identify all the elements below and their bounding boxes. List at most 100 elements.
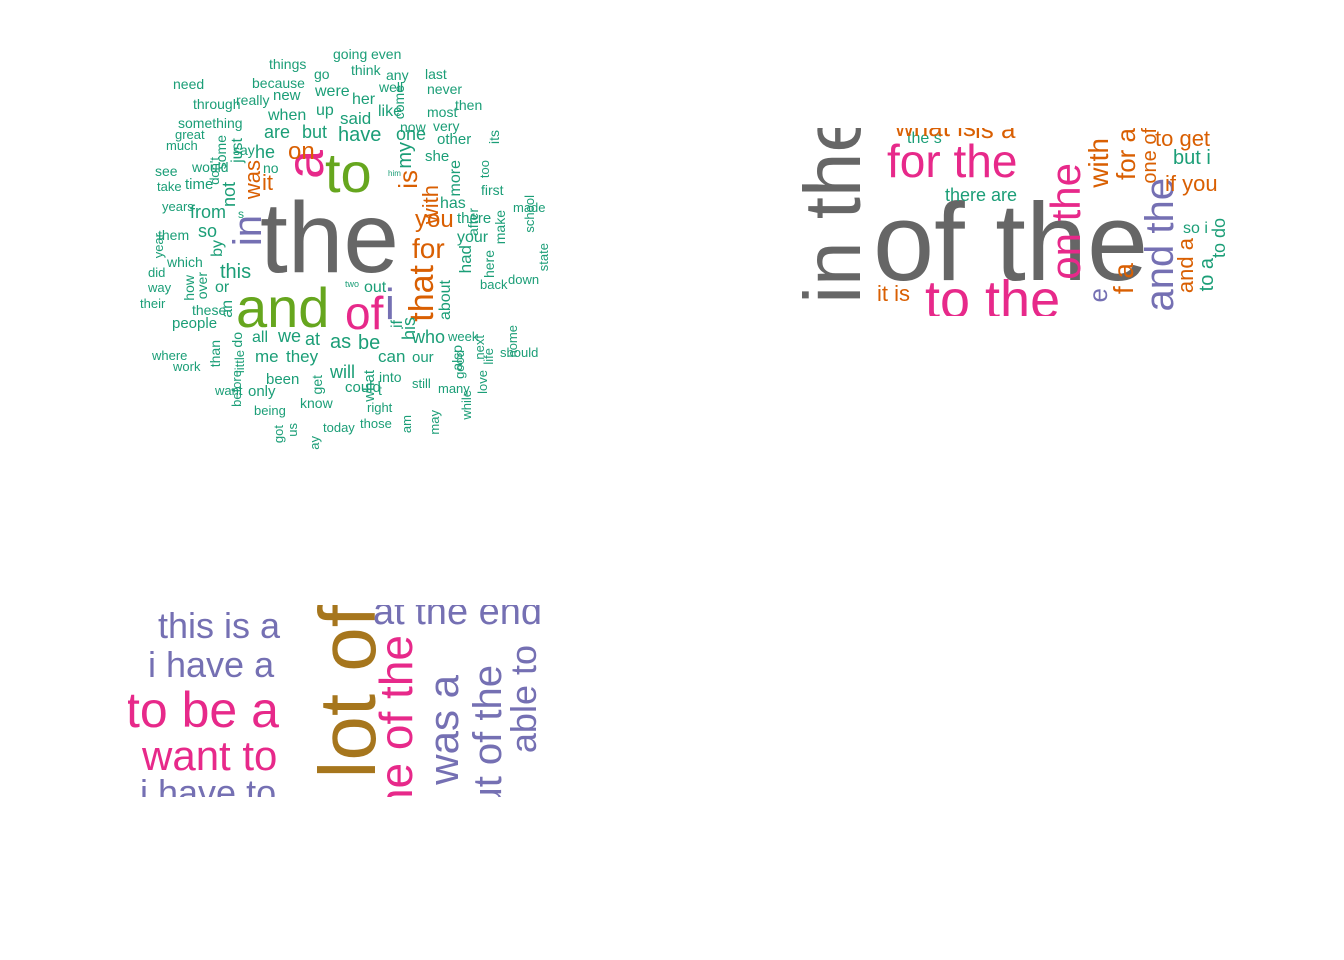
word-these: these [192, 302, 227, 318]
word-has: has [440, 195, 466, 212]
word-do: do [229, 332, 245, 348]
word-way: way [148, 280, 172, 295]
word-am: am [399, 415, 414, 434]
word-e: e [1083, 288, 1113, 303]
word-state: state [536, 243, 551, 272]
word-we: we [278, 326, 302, 346]
word-have: have [338, 124, 382, 146]
word-need: need [173, 76, 205, 92]
word-today: today [323, 420, 355, 435]
word-one-of-the: one of the [370, 635, 422, 797]
word-things: things [269, 56, 307, 72]
word-from: from [190, 202, 226, 222]
word-the-s: the s [907, 130, 942, 147]
word-was: was [240, 160, 265, 200]
word-school: school [522, 195, 537, 233]
word-but: but [302, 122, 328, 142]
word-there: there [457, 210, 492, 227]
wordcloud-unigrams: the and a to of in i that for is you it was on with my h… [120, 30, 590, 450]
word-their: their [140, 296, 166, 311]
word-would: would [192, 159, 229, 175]
word-that: that [403, 265, 441, 322]
word-years: years [162, 199, 194, 214]
word-even: even [371, 46, 402, 62]
word-in-the: in the [795, 128, 877, 304]
word-had: had [456, 245, 475, 274]
word-really: really [236, 92, 270, 108]
word-who: who [412, 327, 446, 347]
word-said: said [340, 109, 372, 128]
word-she: she [425, 148, 450, 165]
word-of: of [345, 287, 384, 339]
word-made: made [513, 200, 546, 215]
word-them: them [158, 227, 190, 243]
word-new: new [273, 87, 301, 104]
word-little: little [232, 350, 247, 374]
word-last: last [425, 66, 447, 82]
word-back: back [480, 277, 508, 292]
word-or: or [215, 279, 230, 296]
word-will: will [330, 362, 355, 382]
word-like: like [378, 103, 403, 120]
word-out: out [364, 279, 387, 296]
word-it-is: it is [877, 281, 910, 306]
word-week: week [448, 329, 479, 344]
word-and: and [236, 276, 330, 339]
word-is-a: is a [975, 128, 1016, 144]
word-its: its [486, 130, 502, 144]
word-any: any [386, 67, 409, 83]
word-when: when [268, 107, 307, 124]
word-then: then [455, 97, 483, 113]
word-able-to: able to [503, 645, 544, 754]
word-at-the-end: at the end [373, 605, 543, 633]
word-down: down [508, 272, 540, 287]
word-through: through [193, 96, 241, 112]
word-many: many [438, 381, 470, 396]
word-at: at [305, 329, 321, 349]
word-so: so [198, 221, 218, 241]
word-this-is-a: this is a [158, 605, 281, 646]
word-into: into [379, 369, 402, 385]
word-say: say [233, 142, 255, 158]
word-on-the: on the [1042, 163, 1089, 280]
word-don-t: don't [207, 157, 222, 185]
word-one-of: one of [1139, 128, 1161, 184]
word-on: on [288, 138, 315, 165]
word-one: one [396, 124, 427, 144]
word-to-a: to a [1196, 258, 1218, 292]
word-where: where [152, 348, 188, 363]
word-now: now [400, 119, 426, 135]
word-still: still [412, 376, 431, 391]
word-want-to: want to [142, 732, 278, 779]
word-me: me [255, 347, 279, 366]
word-there-are: there are [945, 185, 1018, 205]
word-could: could [345, 379, 381, 396]
word-all: all [252, 329, 269, 346]
word-were: were [315, 83, 350, 100]
word-but-i: but i [1173, 147, 1211, 169]
word-day: day [307, 436, 322, 450]
word-very: very [433, 118, 460, 134]
word-want: want [215, 383, 243, 398]
word-other: other [437, 131, 472, 148]
word-than: than [207, 340, 223, 368]
word-my: my [394, 142, 416, 169]
word-out-of-the: out of the [466, 665, 510, 797]
word-to-be-a: to be a [128, 682, 279, 738]
word-s: s [238, 207, 244, 221]
word-two: two [345, 279, 360, 289]
word-get: get [309, 375, 325, 395]
word-our: our [412, 349, 434, 366]
word-this: this [220, 261, 252, 283]
word-i-have-to: i have to [140, 772, 277, 798]
word-first: first [481, 182, 504, 198]
word-for: for [412, 233, 445, 264]
word-in: in [226, 215, 270, 247]
word-after: after [465, 208, 481, 237]
word-up: up [316, 102, 334, 119]
word-her: her [352, 91, 376, 108]
word-your: your [457, 229, 489, 246]
word-to-the: to the [925, 270, 1061, 316]
word-with: with [1083, 138, 1114, 188]
word-only: only [248, 383, 276, 400]
